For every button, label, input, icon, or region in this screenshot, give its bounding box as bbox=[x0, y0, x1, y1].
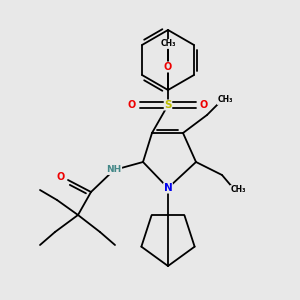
Text: S: S bbox=[164, 100, 172, 110]
Text: O: O bbox=[164, 62, 172, 72]
Text: O: O bbox=[57, 172, 65, 182]
Text: CH₃: CH₃ bbox=[230, 185, 246, 194]
Text: NH: NH bbox=[106, 166, 122, 175]
Text: CH₃: CH₃ bbox=[217, 95, 233, 104]
Text: N: N bbox=[164, 183, 172, 193]
Text: CH₃: CH₃ bbox=[160, 40, 176, 49]
Text: O: O bbox=[128, 100, 136, 110]
Text: O: O bbox=[200, 100, 208, 110]
